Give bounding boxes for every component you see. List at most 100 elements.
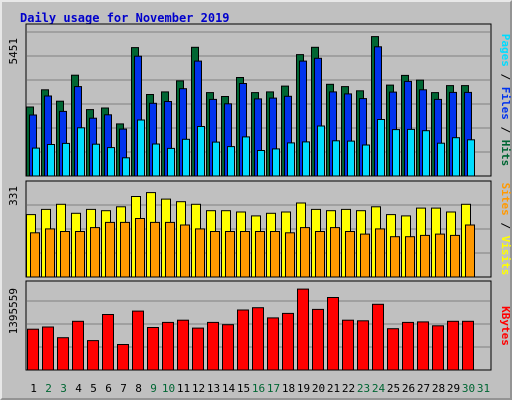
bar-kbytes-day-17	[267, 317, 279, 371]
bar-kbytes-day-15	[237, 309, 249, 371]
legend-hits-files-pages: Pages / Files / Hits	[499, 34, 512, 167]
day-label-3: 3	[60, 382, 67, 395]
bar-pages-day-29	[452, 137, 460, 177]
bar-pages-day-10	[167, 147, 175, 177]
bar-kbytes-day-4	[72, 320, 84, 371]
bar-pages-day-1	[32, 147, 40, 177]
bar-sites-day-9	[150, 221, 160, 278]
legend-item-visits: Visits	[499, 236, 512, 276]
day-label-22: 22	[342, 382, 355, 395]
day-label-14: 14	[222, 382, 236, 395]
bar-pages-day-2	[47, 144, 55, 177]
bar-pages-day-19	[302, 141, 310, 177]
bar-pages-day-17	[272, 148, 280, 177]
bar-kbytes-day-3	[57, 337, 69, 371]
day-label-2: 2	[45, 382, 52, 395]
bar-sites-day-28	[435, 233, 445, 278]
bar-kbytes-day-14	[222, 324, 234, 371]
day-label-31: 31	[477, 382, 490, 395]
legend-item-kbytes: KBytes	[499, 306, 512, 346]
bar-sites-day-11	[180, 224, 190, 278]
bar-sites-day-13	[210, 231, 220, 278]
bar-pages-day-23	[362, 144, 370, 177]
bar-pages-day-5	[92, 143, 100, 177]
bar-sites-day-19	[300, 227, 310, 278]
bar-kbytes-day-9	[147, 327, 159, 371]
day-label-27: 27	[417, 382, 430, 395]
bar-pages-day-24	[377, 119, 385, 177]
legend-item- /: /	[499, 67, 512, 87]
bar-sites-day-2	[45, 228, 55, 278]
bar-pages-day-4	[77, 127, 85, 177]
day-label-13: 13	[207, 382, 220, 395]
day-label-21: 21	[327, 382, 340, 395]
bar-sites-day-29	[450, 234, 460, 278]
max-label-visits-sites: 331	[7, 186, 20, 206]
bar-kbytes-day-10	[162, 321, 174, 371]
bar-kbytes-day-12	[192, 327, 204, 371]
bar-pages-day-9	[152, 143, 160, 177]
legend-visits-sites: Sites / Visits	[499, 183, 512, 276]
bar-kbytes-day-18	[282, 312, 294, 371]
bar-sites-day-23	[360, 233, 370, 278]
bar-kbytes-day-21	[327, 297, 339, 371]
day-label-29: 29	[447, 382, 460, 395]
bar-sites-day-8	[135, 218, 145, 278]
legend-item- /: /	[499, 216, 512, 236]
day-label-18: 18	[282, 382, 295, 395]
legend-item- /: /	[499, 120, 512, 140]
bar-pages-day-14	[227, 146, 235, 177]
legend-item-sites: Sites	[499, 183, 512, 216]
bar-kbytes-day-8	[132, 310, 144, 371]
bar-kbytes-day-6	[102, 314, 114, 371]
day-label-26: 26	[402, 382, 415, 395]
day-label-5: 5	[90, 382, 97, 395]
bar-kbytes-day-28	[432, 325, 444, 371]
bar-sites-day-3	[60, 231, 70, 278]
bar-pages-day-11	[182, 138, 190, 177]
bar-sites-day-6	[105, 221, 115, 278]
bar-sites-day-7	[120, 221, 130, 278]
day-label-4: 4	[75, 382, 82, 395]
bar-sites-day-25	[390, 236, 400, 278]
bar-pages-day-21	[332, 140, 340, 177]
bar-pages-day-3	[62, 142, 70, 177]
bar-pages-day-22	[347, 140, 355, 177]
max-label-hits-files-pages: 5451	[7, 38, 20, 65]
bar-pages-day-25	[392, 129, 400, 177]
day-label-12: 12	[192, 382, 205, 395]
bar-pages-day-15	[242, 136, 250, 177]
bar-kbytes-day-27	[417, 321, 429, 371]
bar-sites-day-12	[195, 228, 205, 278]
bar-pages-day-7	[122, 157, 130, 177]
bar-kbytes-day-7	[117, 344, 129, 371]
bar-kbytes-day-29	[447, 320, 459, 371]
bar-sites-day-14	[225, 231, 235, 278]
day-label-10: 10	[162, 382, 175, 395]
day-label-17: 17	[267, 382, 280, 395]
bar-kbytes-day-19	[297, 288, 309, 371]
bar-pages-day-6	[107, 147, 115, 177]
bar-sites-day-10	[165, 221, 175, 278]
legend-item-files: Files	[499, 87, 512, 120]
day-label-30: 30	[462, 382, 475, 395]
bar-sites-day-16	[255, 231, 265, 278]
day-label-8: 8	[135, 382, 142, 395]
bar-pages-day-16	[257, 150, 265, 177]
bar-sites-day-4	[75, 231, 85, 278]
bar-pages-day-18	[287, 142, 295, 177]
bar-pages-day-27	[422, 130, 430, 177]
day-label-24: 24	[372, 382, 386, 395]
day-label-9: 9	[150, 382, 157, 395]
bar-kbytes-day-22	[342, 319, 354, 371]
bar-kbytes-day-20	[312, 308, 324, 371]
day-label-23: 23	[357, 382, 370, 395]
bar-sites-day-15	[240, 231, 250, 278]
bar-sites-day-18	[285, 232, 295, 278]
bar-kbytes-day-24	[372, 303, 384, 371]
day-label-11: 11	[177, 382, 190, 395]
day-label-28: 28	[432, 382, 445, 395]
day-label-6: 6	[105, 382, 112, 395]
bar-kbytes-day-2	[42, 326, 54, 371]
day-label-19: 19	[297, 382, 310, 395]
